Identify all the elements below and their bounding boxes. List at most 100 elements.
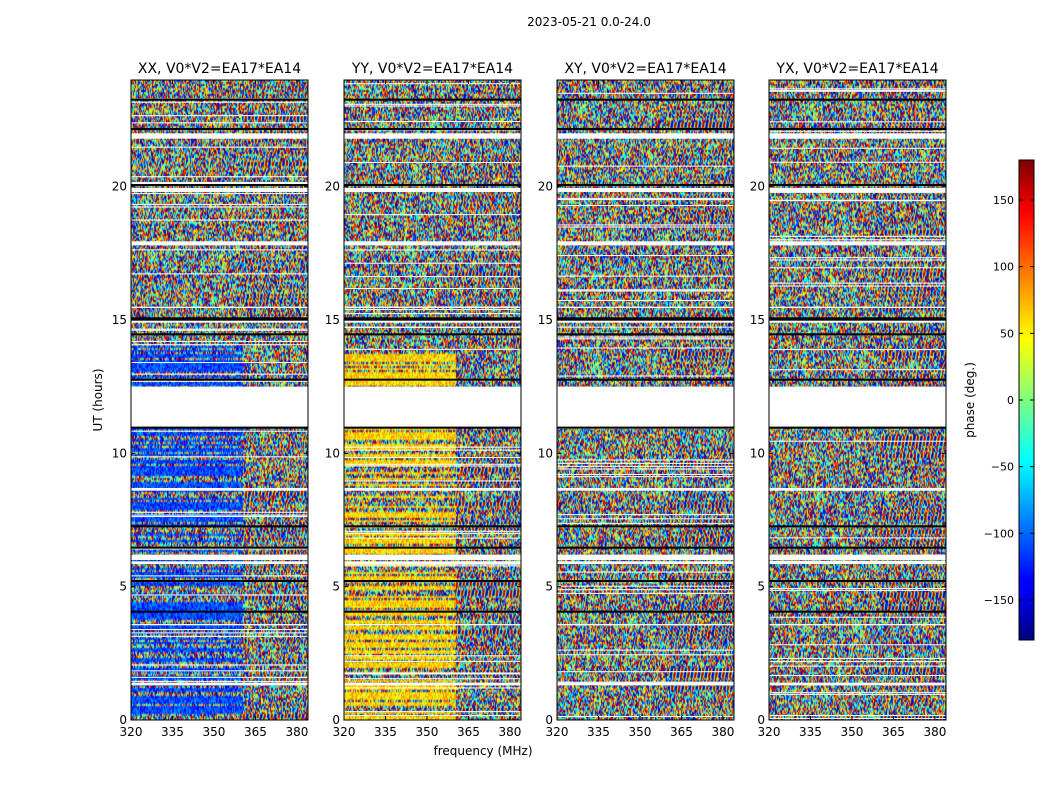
heatmap-panel: YX, V0*V2=EA17*EA14 320 335 350 365 380 0 5 10 15… bbox=[750, 61, 947, 739]
flag-line bbox=[131, 340, 308, 342]
flag-line bbox=[769, 369, 946, 371]
black-row bbox=[344, 128, 521, 130]
figure-suptitle: 2023-05-21 0.0-24.0 bbox=[527, 15, 651, 29]
x-tick-label: 335 bbox=[587, 725, 610, 739]
black-row bbox=[557, 128, 734, 130]
flag-line bbox=[769, 200, 946, 202]
flag-line bbox=[769, 267, 946, 269]
flag-line bbox=[344, 532, 521, 534]
flagged-gap bbox=[344, 241, 521, 246]
colorbar-tick-label: −150 bbox=[984, 594, 1014, 607]
x-tick-label: 320 bbox=[546, 725, 569, 739]
flag-line bbox=[557, 518, 734, 520]
panel-frame bbox=[768, 79, 947, 721]
flag-line bbox=[344, 449, 521, 451]
flag-line bbox=[557, 402, 734, 404]
flag-line bbox=[557, 401, 734, 403]
panel-frame bbox=[556, 79, 735, 721]
flag-line bbox=[557, 671, 734, 673]
flagged-gap bbox=[344, 488, 521, 491]
flag-line bbox=[131, 670, 308, 672]
flag-line bbox=[344, 673, 521, 675]
flag-line bbox=[769, 692, 946, 694]
black-row bbox=[557, 525, 734, 528]
flagged-gap bbox=[557, 561, 734, 564]
flagged-gap bbox=[131, 386, 308, 427]
flag-line bbox=[769, 588, 946, 590]
flagged-gap bbox=[769, 386, 946, 427]
flag-line bbox=[344, 465, 521, 467]
flag-line bbox=[557, 473, 734, 475]
flag-line bbox=[344, 276, 521, 278]
flagged-gap bbox=[769, 554, 946, 560]
black-row bbox=[557, 426, 734, 429]
flagged-gap bbox=[769, 306, 946, 308]
flag-line bbox=[769, 440, 946, 442]
flag-line bbox=[557, 275, 734, 277]
flag-line bbox=[769, 419, 946, 421]
flag-line bbox=[769, 88, 946, 90]
flag-line bbox=[131, 182, 308, 184]
colorbar-tick-label: 0 bbox=[1007, 394, 1014, 407]
flagged-gap bbox=[557, 133, 734, 139]
colorbar-tick-label: 50 bbox=[1000, 327, 1014, 340]
flag-line bbox=[769, 715, 946, 717]
flag-line bbox=[131, 680, 308, 682]
black-row bbox=[769, 525, 946, 528]
x-tick-label: 365 bbox=[882, 725, 905, 739]
y-tick-label: 10 bbox=[750, 446, 765, 460]
flagged-gap bbox=[769, 624, 946, 626]
y-tick-label: 20 bbox=[750, 180, 765, 194]
flagged-gap bbox=[131, 488, 308, 491]
flag-line bbox=[344, 672, 521, 674]
flag-line bbox=[557, 255, 734, 257]
black-row bbox=[344, 580, 521, 582]
flag-line bbox=[769, 191, 946, 193]
flag-line bbox=[131, 516, 308, 518]
flagged-gap bbox=[344, 188, 521, 192]
flag-line bbox=[344, 348, 521, 350]
panel-title: YX, V0*V2=EA17*EA14 bbox=[775, 61, 938, 77]
black-row bbox=[769, 333, 946, 336]
flag-line bbox=[131, 635, 308, 637]
black-row bbox=[769, 580, 946, 582]
black-row bbox=[131, 610, 308, 613]
flag-line bbox=[557, 654, 734, 656]
flag-line bbox=[344, 446, 521, 448]
flagged-gap bbox=[769, 561, 946, 564]
flagged-gap bbox=[131, 624, 308, 626]
x-tick-label: 335 bbox=[799, 725, 822, 739]
black-row bbox=[769, 426, 946, 429]
flag-line bbox=[557, 375, 734, 377]
flag-line bbox=[557, 338, 734, 340]
flag-line bbox=[769, 259, 946, 261]
flag-line bbox=[344, 83, 521, 85]
flag-line bbox=[769, 665, 946, 667]
flag-line bbox=[557, 205, 734, 207]
flag-line bbox=[557, 199, 734, 201]
flag-line bbox=[344, 313, 521, 315]
flag-line bbox=[769, 90, 946, 92]
x-tick-label: 380 bbox=[923, 725, 946, 739]
flag-line bbox=[557, 336, 734, 338]
y-tick-label: 0 bbox=[545, 713, 553, 727]
flag-line bbox=[131, 373, 308, 375]
flagged-gap bbox=[557, 488, 734, 491]
flagged-gap bbox=[344, 320, 521, 323]
y-tick-label: 20 bbox=[112, 180, 127, 194]
flag-line bbox=[769, 616, 946, 618]
flagged-gap bbox=[131, 561, 308, 564]
black-row bbox=[557, 317, 734, 320]
black-row bbox=[344, 184, 521, 186]
flag-line bbox=[131, 101, 308, 103]
flag-line bbox=[344, 308, 521, 310]
y-tick-label: 20 bbox=[538, 180, 553, 194]
flag-line bbox=[131, 430, 308, 432]
flag-line bbox=[344, 463, 521, 465]
flag-line bbox=[769, 422, 946, 424]
flag-line bbox=[344, 121, 521, 123]
y-tick-label: 5 bbox=[332, 580, 340, 594]
black-row bbox=[344, 546, 521, 549]
x-tick-label: 380 bbox=[711, 725, 734, 739]
flag-line bbox=[769, 537, 946, 539]
